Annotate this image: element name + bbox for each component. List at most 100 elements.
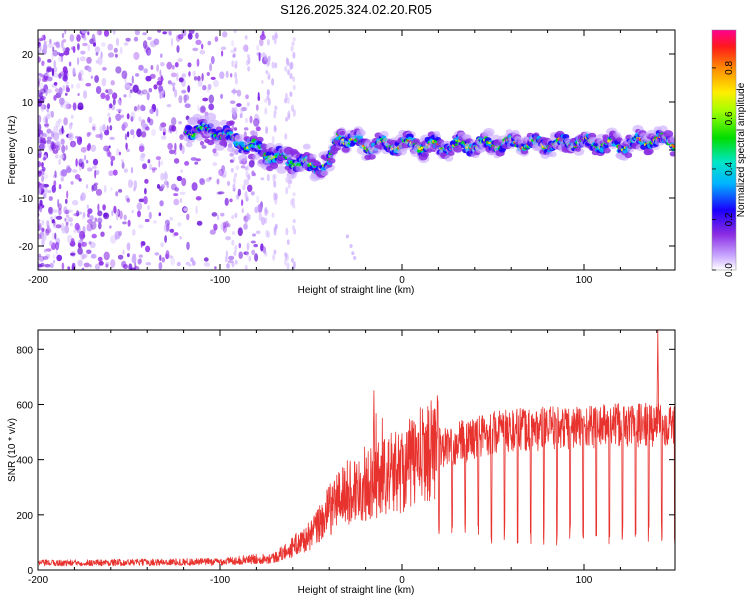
signal-mark bbox=[603, 147, 611, 154]
spectrogram-x-tick-label: -200 bbox=[28, 275, 48, 286]
noise-speckle bbox=[197, 79, 203, 87]
noise-speckle bbox=[55, 154, 59, 159]
noise-speckle bbox=[285, 227, 289, 236]
noise-speckle bbox=[134, 30, 140, 36]
noise-speckle bbox=[116, 148, 120, 156]
signal-mark bbox=[454, 143, 459, 146]
noise-speckle bbox=[61, 144, 66, 154]
noise-speckle bbox=[237, 188, 242, 197]
noise-speckle bbox=[219, 71, 225, 79]
noise-speckle bbox=[125, 37, 131, 42]
noise-speckle bbox=[71, 141, 75, 148]
noise-speckle bbox=[153, 84, 158, 90]
noise-speckle bbox=[244, 35, 248, 40]
noise-speckle bbox=[229, 159, 234, 163]
noise-speckle bbox=[67, 209, 73, 213]
noise-speckle bbox=[226, 263, 230, 269]
noise-speckle bbox=[233, 47, 237, 53]
noise-speckle bbox=[284, 133, 288, 140]
noise-speckle bbox=[195, 205, 198, 215]
noise-speckle bbox=[124, 133, 128, 141]
noise-speckle bbox=[97, 210, 103, 217]
snr-panel: -200 -100 0 100 0 200 400 600 800 Height of stra… bbox=[7, 329, 676, 596]
spectrogram-signal-layer bbox=[183, 112, 675, 260]
noise-speckle bbox=[168, 31, 172, 36]
noise-speckle bbox=[62, 47, 66, 52]
noise-speckle bbox=[196, 220, 203, 226]
noise-speckle bbox=[126, 197, 131, 203]
noise-speckle bbox=[87, 167, 93, 172]
noise-speckle bbox=[116, 212, 119, 221]
colorbar-label: Normalized spectral amplitude bbox=[736, 82, 747, 217]
signal-mark bbox=[228, 120, 235, 125]
noise-speckle bbox=[79, 230, 85, 240]
noise-speckle bbox=[234, 148, 239, 155]
noise-speckle bbox=[61, 32, 65, 39]
noise-speckle bbox=[246, 250, 249, 257]
noise-speckle bbox=[208, 94, 215, 104]
noise-speckle bbox=[131, 209, 134, 214]
noise-speckle bbox=[50, 110, 54, 114]
noise-speckle bbox=[192, 260, 196, 266]
noise-speckle bbox=[133, 106, 138, 112]
noise-speckle bbox=[80, 146, 87, 153]
noise-speckle bbox=[77, 102, 84, 110]
noise-speckle bbox=[266, 39, 270, 46]
noise-speckle bbox=[244, 190, 248, 199]
noise-speckle bbox=[101, 77, 107, 87]
noise-speckle bbox=[160, 61, 165, 67]
spectrogram-y-axis-label: Frequency (Hz) bbox=[7, 116, 18, 185]
noise-speckle bbox=[284, 252, 288, 257]
noise-speckle bbox=[291, 41, 295, 46]
noise-speckle bbox=[86, 132, 91, 138]
noise-speckle bbox=[77, 247, 83, 255]
noise-speckle bbox=[351, 251, 355, 256]
noise-speckle bbox=[272, 174, 276, 182]
signal-mark bbox=[260, 143, 268, 150]
signal-mark bbox=[421, 151, 429, 158]
noise-speckle bbox=[106, 125, 109, 133]
noise-speckle bbox=[267, 60, 271, 66]
noise-speckle bbox=[123, 214, 127, 221]
noise-speckle bbox=[246, 242, 250, 251]
noise-speckle bbox=[291, 104, 294, 112]
noise-speckle bbox=[110, 235, 117, 244]
noise-speckle bbox=[132, 134, 135, 139]
noise-speckle bbox=[158, 159, 161, 168]
noise-speckle bbox=[173, 198, 180, 206]
noise-speckle bbox=[216, 214, 220, 221]
noise-speckle bbox=[160, 242, 165, 248]
noise-speckle bbox=[245, 45, 249, 53]
noise-speckle bbox=[218, 168, 225, 177]
noise-speckle bbox=[220, 212, 225, 217]
noise-speckle bbox=[179, 197, 183, 204]
noise-speckle bbox=[242, 184, 246, 191]
noise-speckle bbox=[271, 61, 275, 69]
spectrogram-x-axis-label: Height of straight line (km) bbox=[298, 285, 415, 296]
noise-speckle bbox=[53, 72, 59, 78]
noise-speckle bbox=[267, 230, 270, 238]
noise-speckle bbox=[118, 189, 123, 193]
noise-speckle bbox=[262, 246, 267, 254]
noise-speckle bbox=[77, 242, 82, 248]
noise-speckle bbox=[65, 92, 68, 96]
noise-speckle bbox=[91, 233, 97, 239]
noise-speckle bbox=[159, 254, 162, 261]
noise-speckle bbox=[76, 57, 80, 66]
noise-speckle bbox=[224, 197, 229, 206]
noise-speckle bbox=[243, 179, 249, 186]
noise-speckle bbox=[151, 167, 158, 171]
noise-speckle bbox=[160, 172, 165, 181]
noise-speckle bbox=[289, 179, 293, 185]
noise-speckle bbox=[53, 60, 56, 68]
noise-speckle bbox=[139, 104, 145, 112]
noise-speckle bbox=[118, 230, 122, 237]
noise-speckle bbox=[227, 223, 231, 228]
noise-speckle bbox=[95, 52, 99, 56]
noise-speckle bbox=[64, 30, 67, 35]
noise-speckle bbox=[98, 222, 102, 230]
signal-mark bbox=[453, 145, 463, 153]
noise-speckle bbox=[234, 172, 238, 178]
